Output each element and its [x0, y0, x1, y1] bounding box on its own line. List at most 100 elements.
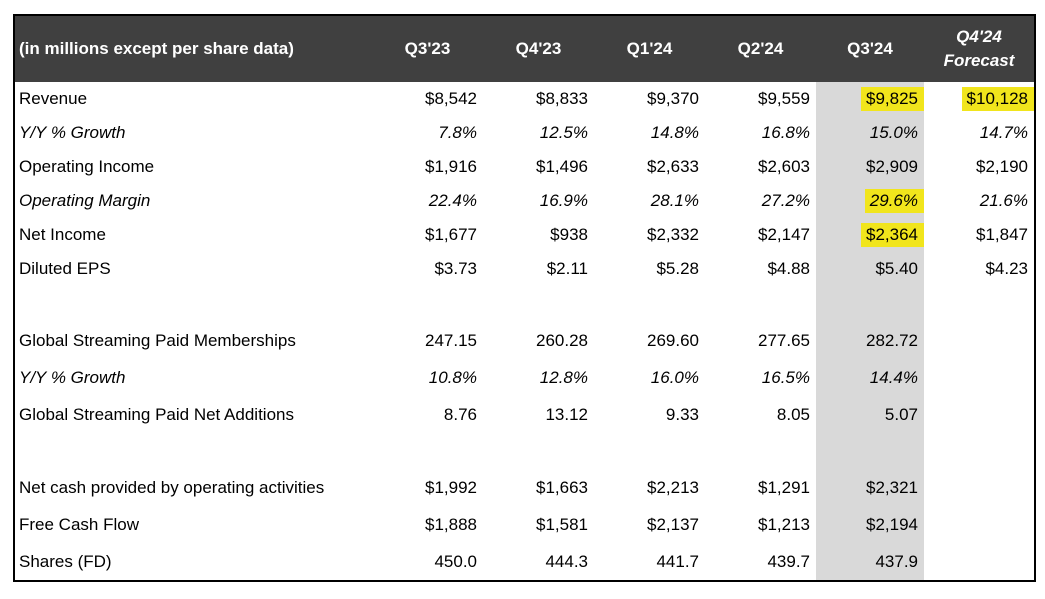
empty-cell — [594, 286, 705, 322]
table-row: Operating Income $1,916 $1,496 $2,633 $2,603… — [14, 150, 1035, 184]
value-cell: $4.23 — [924, 252, 1035, 286]
cell-value: 437.9 — [875, 551, 918, 571]
cell-value: $1,992 — [425, 477, 477, 497]
value-cell: $2,137 — [594, 506, 705, 543]
row-label: Diluted EPS — [19, 259, 111, 278]
row-label: Y/Y % Growth — [19, 367, 126, 387]
value-cell: $2,321 — [816, 469, 924, 506]
cell-value: $4.88 — [767, 259, 810, 278]
cell-value: 8.76 — [443, 404, 477, 424]
cell-value: 5.07 — [884, 404, 918, 424]
spacer-cell — [14, 286, 372, 322]
value-cell: 16.5% — [705, 359, 816, 396]
cell-value: 247.15 — [425, 330, 477, 350]
value-cell: $2,213 — [594, 469, 705, 506]
cell-value: 16.0% — [650, 367, 699, 387]
row-label: Revenue — [19, 89, 88, 108]
column-header-q1-24: Q1'24 — [594, 15, 705, 82]
column-header-q4-23: Q4'23 — [483, 15, 594, 82]
value-cell: 9.33 — [594, 396, 705, 433]
value-cell: $2,603 — [705, 150, 816, 184]
row-label: Global Streaming Paid Net Additions — [19, 404, 294, 424]
value-cell: 21.6% — [924, 184, 1035, 218]
highlighted-value: $10,128 — [961, 87, 1034, 111]
value-cell: 247.15 — [372, 322, 483, 359]
cell-value: 21.6% — [979, 191, 1028, 210]
empty-cell — [816, 433, 924, 469]
value-cell: $2.11 — [483, 252, 594, 286]
cell-value: $5.28 — [656, 259, 699, 278]
cell-value: $9,370 — [647, 89, 699, 108]
value-cell: $9,559 — [705, 82, 816, 116]
cell-value: 439.7 — [767, 551, 810, 571]
value-cell: 282.72 — [816, 322, 924, 359]
cell-value: $3.73 — [434, 259, 477, 278]
value-cell: 16.8% — [705, 116, 816, 150]
value-cell: $5.40 — [816, 252, 924, 286]
cell-value: 277.65 — [758, 330, 810, 350]
value-cell: 16.9% — [483, 184, 594, 218]
table-header: (in millions except per share data) Q3'2… — [14, 15, 1035, 82]
value-cell: 14.8% — [594, 116, 705, 150]
value-cell: $2,194 — [816, 506, 924, 543]
cell-value: $2,633 — [647, 157, 699, 176]
forecast-header-line1: Q4'24 — [956, 27, 1002, 46]
value-cell: $2,909 — [816, 150, 924, 184]
empty-cell — [924, 506, 1035, 543]
row-label: Global Streaming Paid Memberships — [19, 330, 296, 350]
cell-value: 14.8% — [650, 123, 699, 142]
empty-cell — [924, 286, 1035, 322]
cell-value: $2,137 — [647, 514, 699, 534]
cell-value: $1,291 — [758, 477, 810, 497]
empty-cell — [924, 469, 1035, 506]
value-cell: $1,847 — [924, 218, 1035, 252]
spacer-cell — [14, 433, 372, 469]
cell-value: $2,321 — [866, 477, 918, 497]
value-cell: $1,992 — [372, 469, 483, 506]
cell-value: $2,603 — [758, 157, 810, 176]
cell-value: 282.72 — [866, 330, 918, 350]
empty-cell — [924, 433, 1035, 469]
value-cell: $9,370 — [594, 82, 705, 116]
value-cell: 450.0 — [372, 543, 483, 581]
value-cell: $1,291 — [705, 469, 816, 506]
row-label: Free Cash Flow — [19, 514, 139, 534]
value-cell: 277.65 — [705, 322, 816, 359]
value-cell: 7.8% — [372, 116, 483, 150]
cell-value: 15.0% — [869, 123, 918, 142]
cell-value: $1,916 — [425, 157, 477, 176]
row-label: Y/Y % Growth — [19, 123, 126, 142]
value-cell: $3.73 — [372, 252, 483, 286]
highlighted-cell: $10,128 — [924, 82, 1035, 116]
value-cell: $8,542 — [372, 82, 483, 116]
value-cell: $2,147 — [705, 218, 816, 252]
value-cell: 439.7 — [705, 543, 816, 581]
cell-value: $938 — [550, 225, 588, 244]
cell-value: 269.60 — [647, 330, 699, 350]
value-cell: 444.3 — [483, 543, 594, 581]
value-cell: 16.0% — [594, 359, 705, 396]
cell-value: $1,213 — [758, 514, 810, 534]
empty-cell — [705, 286, 816, 322]
table-row: Net Income $1,677 $938 $2,332 $2,147 $2,364 $1… — [14, 218, 1035, 252]
forecast-header-line2: Forecast — [943, 51, 1015, 70]
value-cell: $2,332 — [594, 218, 705, 252]
cell-value: $1,496 — [536, 157, 588, 176]
cell-value: $2,147 — [758, 225, 810, 244]
cell-value: 14.7% — [979, 123, 1028, 142]
table-body: Revenue $8,542 $8,833 $9,370 $9,559 $9,825 $10… — [14, 82, 1035, 581]
cell-value: 16.8% — [761, 123, 810, 142]
cell-value: 8.05 — [776, 404, 810, 424]
cell-value: $2,190 — [976, 157, 1028, 176]
financial-table: (in millions except per share data) Q3'2… — [13, 14, 1036, 582]
cell-value: $2.11 — [546, 259, 588, 278]
cell-value: $1,677 — [425, 225, 477, 244]
highlighted-value: $2,364 — [861, 223, 924, 247]
value-cell: 15.0% — [816, 116, 924, 150]
highlighted-value: 29.6% — [864, 189, 924, 213]
value-cell: $938 — [483, 218, 594, 252]
cell-value: 12.8% — [539, 367, 588, 387]
value-cell: 12.5% — [483, 116, 594, 150]
value-cell: 437.9 — [816, 543, 924, 581]
value-cell: $2,633 — [594, 150, 705, 184]
